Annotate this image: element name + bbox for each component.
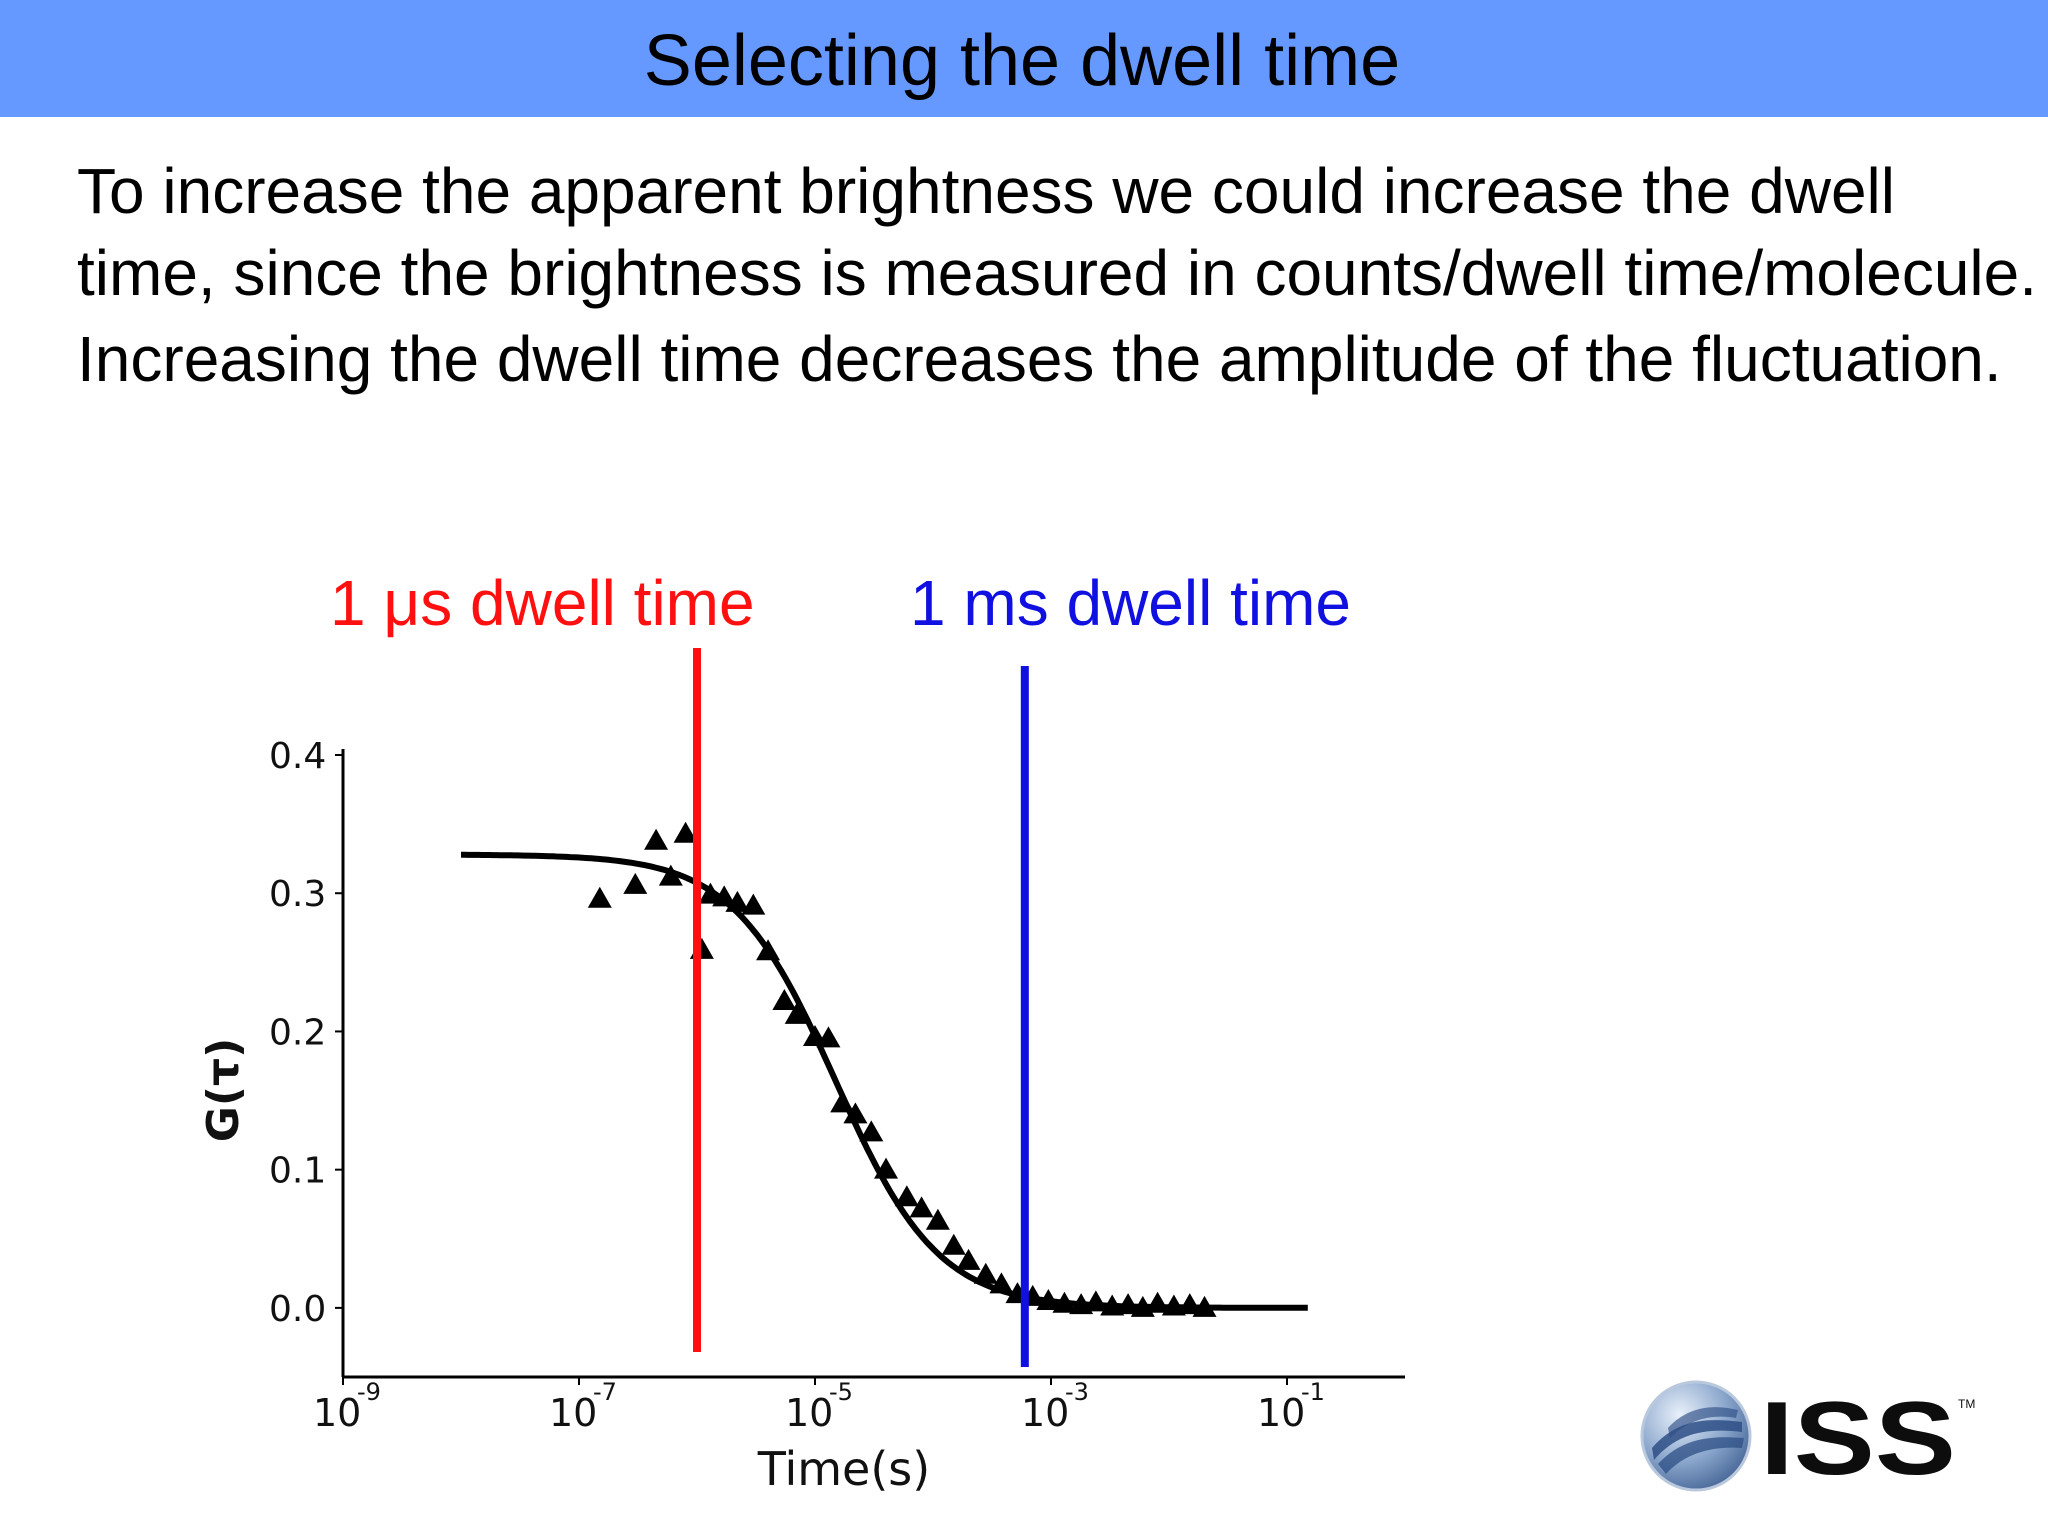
data-point-22	[941, 1233, 966, 1255]
data-point-14	[816, 1026, 841, 1048]
data-point-3	[658, 864, 683, 886]
x-tick-exp-0: -9	[357, 1378, 381, 1406]
x-tick-label-3: 10	[1021, 1391, 1069, 1435]
data-point-31	[1083, 1290, 1108, 1312]
data-point-16	[843, 1102, 868, 1124]
data-point-20	[909, 1196, 934, 1218]
data-point-19	[894, 1185, 919, 1207]
y-tick-label-1: 0.3	[269, 874, 326, 915]
x-tick-exp-3: -3	[1065, 1378, 1089, 1406]
x-tick-exp-2: -5	[829, 1378, 853, 1406]
globe-icon	[1640, 1380, 1752, 1492]
x-tick-label-4: 10	[1257, 1391, 1305, 1435]
data-point-21	[925, 1208, 950, 1230]
y-tick-label-0: 0.4	[269, 736, 326, 777]
logo-trademark: TM	[1958, 1397, 1975, 1411]
data-point-28	[1036, 1288, 1061, 1310]
y-tick-label-2: 0.2	[269, 1012, 326, 1053]
data-point-17	[859, 1120, 884, 1142]
data-point-9	[741, 893, 766, 915]
slide-title: Selecting the dwell time	[643, 20, 1401, 101]
data-point-0	[587, 886, 612, 908]
data-point-23	[956, 1248, 981, 1270]
data-point-37	[1177, 1293, 1202, 1315]
data-point-1	[623, 872, 648, 894]
x-tick-label-2: 10	[785, 1391, 833, 1435]
data-point-25	[989, 1272, 1014, 1294]
x-axis-label: Time(s)	[757, 1442, 930, 1496]
x-tick-label-1: 10	[549, 1391, 597, 1435]
data-point-15	[830, 1091, 855, 1113]
data-point-29	[1052, 1291, 1077, 1313]
data-point-8	[725, 890, 750, 912]
fit-curve-line	[461, 851, 1308, 1311]
x-tick-exp-4: -1	[1301, 1378, 1325, 1406]
dwell-label-1ms: 1 ms dwell time	[910, 567, 1351, 639]
y-tick-label-4: 0.0	[269, 1289, 326, 1330]
data-point-12	[784, 1002, 809, 1024]
title-bar: Selecting the dwell time	[0, 0, 2048, 117]
data-point-35	[1145, 1291, 1170, 1313]
iss-logo: ISS TM	[1640, 1380, 1975, 1494]
data-point-36	[1161, 1294, 1186, 1316]
x-tick-label-0: 10	[313, 1391, 361, 1435]
data-point-2	[644, 828, 669, 850]
data-point-18	[874, 1157, 899, 1179]
data-point-10	[756, 939, 781, 961]
y-axis-label: G(τ)	[198, 1038, 249, 1142]
data-point-4	[673, 821, 698, 843]
data-point-32	[1100, 1294, 1125, 1316]
dwell-label-1us: 1 μs dwell time	[330, 567, 755, 639]
data-point-6	[698, 882, 723, 904]
paragraph-2: Increasing the dwell time decreases the …	[77, 323, 2002, 395]
y-tick-label-3: 0.1	[269, 1151, 326, 1192]
x-tick-exp-1: -7	[593, 1378, 617, 1406]
body-text: To increase the apparent brightness we c…	[77, 150, 2037, 404]
data-point-11	[772, 989, 797, 1011]
data-point-38	[1192, 1295, 1217, 1317]
paragraph-1: To increase the apparent brightness we c…	[77, 155, 2037, 309]
logo-text: ISS	[1760, 1381, 1956, 1494]
data-point-33	[1116, 1293, 1141, 1315]
data-point-7	[712, 885, 737, 907]
data-point-24	[973, 1262, 998, 1284]
